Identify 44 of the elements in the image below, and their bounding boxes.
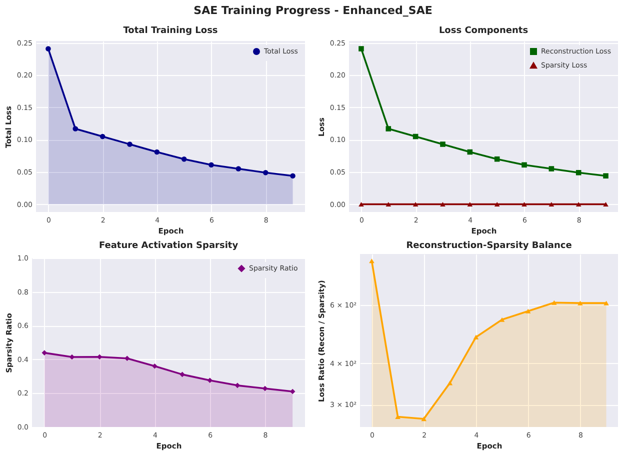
point	[127, 142, 132, 147]
point	[552, 300, 557, 305]
point	[522, 162, 527, 168]
point	[358, 202, 364, 207]
point	[42, 350, 48, 356]
point	[467, 202, 473, 207]
point	[100, 134, 106, 140]
point	[207, 378, 213, 383]
point	[46, 46, 51, 52]
point	[473, 334, 479, 340]
point	[236, 166, 242, 172]
point	[358, 46, 364, 52]
chart-title: Loss Components	[438, 26, 528, 36]
point	[603, 173, 608, 179]
point	[152, 364, 158, 369]
point	[386, 202, 392, 207]
chart-title: Total Training Loss	[123, 26, 218, 36]
point	[181, 156, 187, 162]
point	[290, 173, 296, 179]
point	[548, 202, 554, 207]
point	[604, 300, 609, 306]
point	[421, 416, 426, 422]
point	[369, 258, 374, 264]
point	[494, 202, 500, 207]
text: SAE Training Progress - Enhanced_SAE	[192, 3, 434, 19]
point	[154, 149, 160, 155]
chart-title: Feature Activation Sparsity	[98, 241, 238, 251]
point	[578, 300, 583, 306]
point	[447, 380, 453, 386]
point	[603, 202, 608, 207]
chart-title: Reconstruction-Sparsity Balance	[406, 241, 572, 251]
point	[522, 202, 527, 207]
point	[412, 202, 418, 207]
point	[548, 166, 554, 172]
point	[386, 126, 392, 132]
point	[576, 202, 582, 207]
point	[440, 202, 446, 207]
point	[262, 170, 268, 176]
point	[440, 142, 446, 147]
point	[72, 126, 78, 132]
point	[234, 382, 240, 388]
point	[208, 162, 214, 168]
point	[525, 308, 531, 314]
point	[576, 170, 582, 176]
